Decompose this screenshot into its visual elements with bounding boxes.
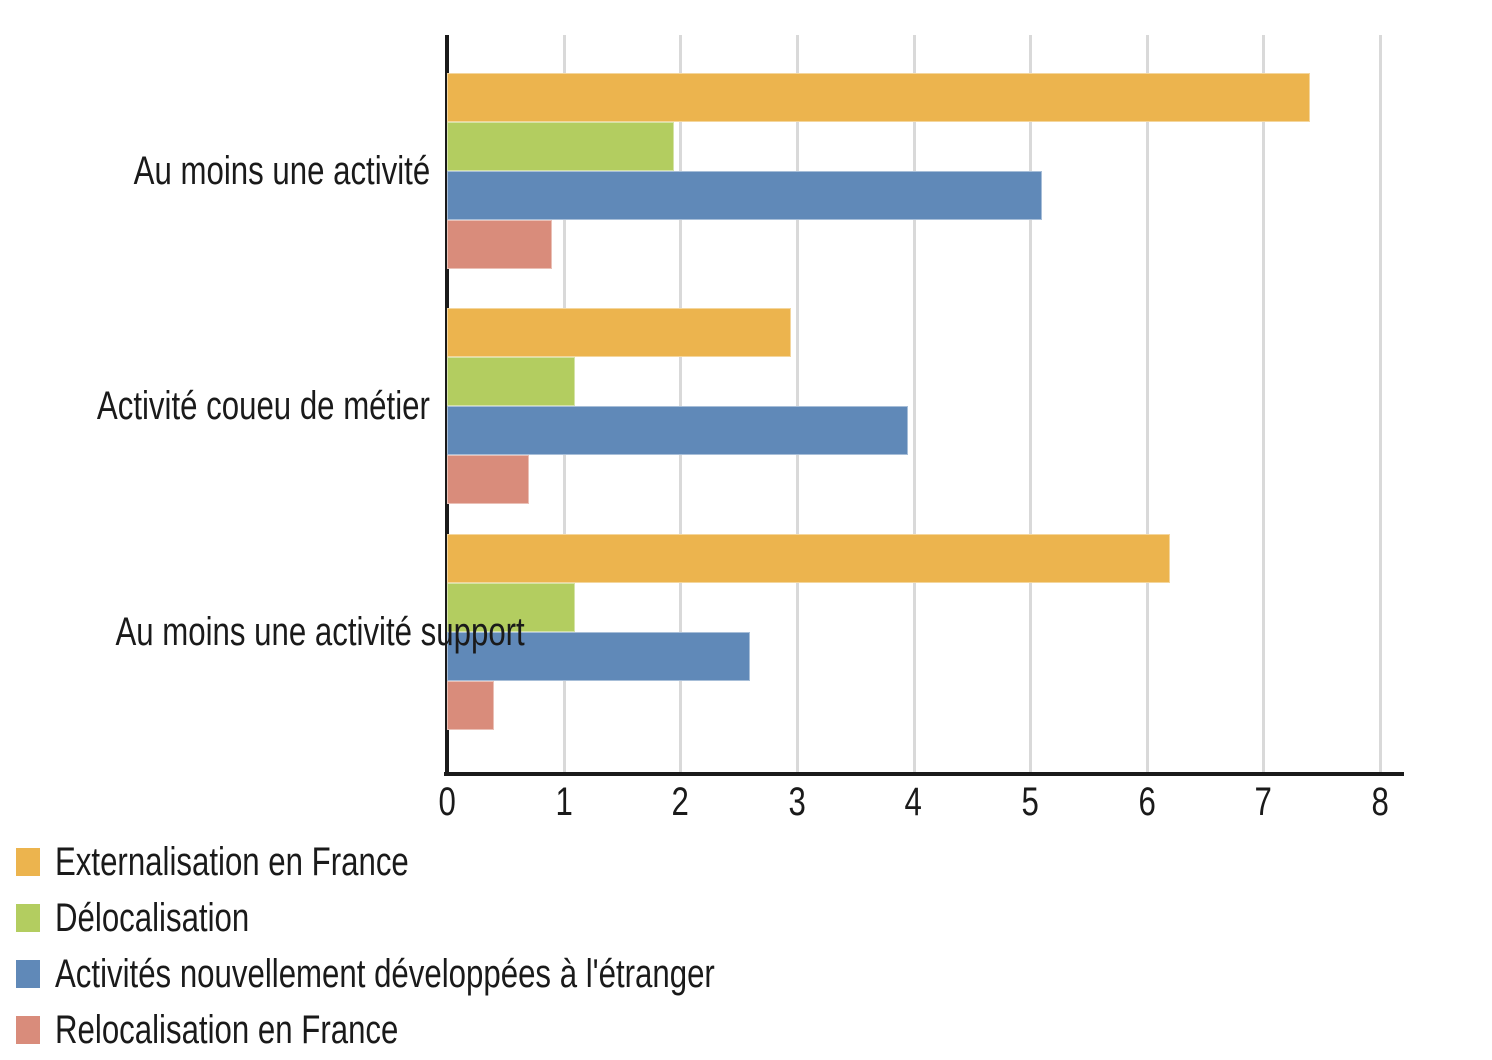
- x-tick-label-2: 2: [640, 780, 720, 824]
- legend-swatch-3: [16, 1016, 40, 1044]
- legend-swatch-2: [16, 960, 40, 988]
- x-tick-label-0: 0: [407, 780, 487, 824]
- bar-series-2-category-2: [447, 632, 751, 681]
- category-label-text: Activité coueu de métier: [97, 384, 430, 428]
- bar-series-3-category-1: [447, 455, 529, 504]
- gridline-x-7: [1262, 35, 1266, 772]
- x-tick-text: 7: [1254, 780, 1273, 824]
- legend-swatch-1: [16, 904, 40, 932]
- gridline-x-3: [795, 35, 799, 772]
- x-tick-text: 1: [554, 780, 573, 824]
- category-label-2: Au moins une activité support: [0, 609, 524, 655]
- bar-series-0-category-2: [447, 534, 1171, 583]
- category-label-text: Au moins une activité: [133, 149, 430, 193]
- bar-series-1-category-0: [447, 122, 675, 171]
- legend-item-2: Activités nouvellement développées à l'é…: [16, 954, 901, 994]
- x-tick-text: 8: [1371, 780, 1389, 824]
- bar-group-0: [447, 73, 1380, 269]
- x-tick-label-6: 6: [1107, 780, 1187, 824]
- bar-series-3-category-2: [447, 681, 494, 730]
- x-axis-line: [444, 772, 1404, 776]
- plot-area: [444, 35, 1404, 776]
- category-label-1: Activité coueu de métier: [0, 383, 430, 429]
- x-tick-text: 5: [1021, 780, 1039, 824]
- x-tick-text: 2: [671, 780, 689, 824]
- bar-series-2-category-1: [447, 406, 908, 455]
- gridline-x-8: [1379, 35, 1382, 772]
- bar-series-0-category-0: [447, 73, 1311, 122]
- bar-series-3-category-0: [447, 220, 552, 269]
- x-tick-label-1: 1: [524, 780, 604, 824]
- legend-swatch-0: [16, 848, 40, 876]
- category-label-0: Au moins une activité: [0, 148, 430, 194]
- bar-group-1: [447, 308, 1380, 504]
- legend-label-2: Activités nouvellement développées à l'é…: [55, 952, 715, 996]
- bar-series-1-category-2: [447, 583, 576, 632]
- gridline-x-6: [1145, 35, 1149, 772]
- category-label-text: Au moins une activité support: [115, 610, 525, 654]
- x-tick-label-8: 8: [1340, 780, 1420, 824]
- x-tick-label-4: 4: [874, 780, 954, 824]
- x-tick-label-3: 3: [757, 780, 837, 824]
- legend-label-1: Délocalisation: [55, 896, 250, 940]
- x-tick-text: 3: [788, 780, 806, 824]
- x-tick-text: 6: [1138, 780, 1156, 824]
- bar-series-2-category-0: [447, 171, 1042, 220]
- gridline-x-5: [1029, 35, 1033, 772]
- gridline-x-2: [679, 35, 683, 772]
- legend-label-0: Externalisation en France: [55, 840, 409, 884]
- legend-item-3: Relocalisation en France: [16, 1010, 495, 1050]
- x-tick-text: 0: [438, 780, 456, 824]
- bar-series-1-category-1: [447, 357, 576, 406]
- gridline-x-4: [912, 35, 916, 772]
- x-tick-text: 4: [904, 780, 923, 824]
- x-tick-label-7: 7: [1223, 780, 1303, 824]
- x-tick-label-5: 5: [990, 780, 1070, 824]
- legend-label-3: Relocalisation en France: [55, 1008, 399, 1052]
- legend-item-0: Externalisation en France: [16, 842, 509, 882]
- bar-group-2: [447, 534, 1380, 730]
- bar-series-0-category-1: [447, 308, 792, 357]
- legend-item-1: Délocalisation: [16, 898, 304, 938]
